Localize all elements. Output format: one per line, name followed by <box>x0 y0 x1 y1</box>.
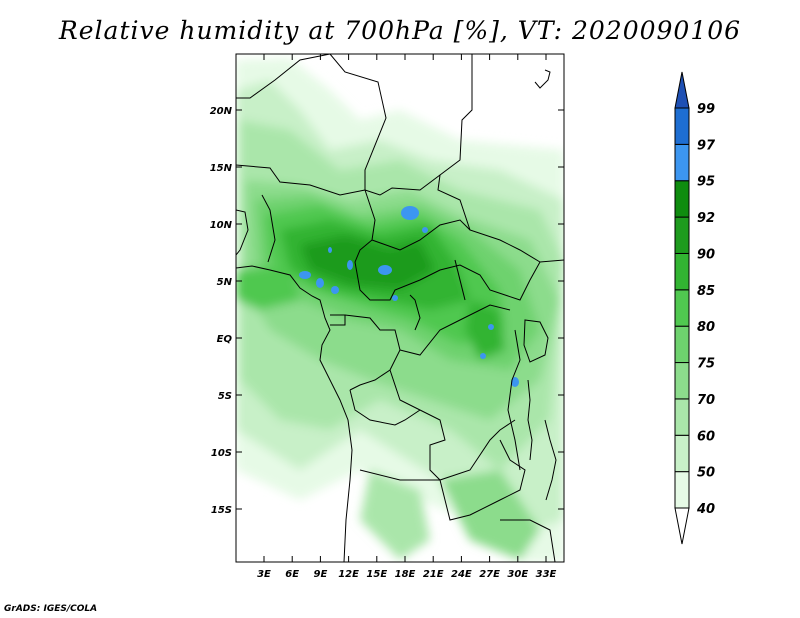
colorbar-label: 60 <box>697 429 715 444</box>
chart-title: Relative humidity at 700hPa [%], VT: 202… <box>58 16 742 45</box>
colorbar-label: 70 <box>697 393 715 408</box>
lat-tick-label: 10N <box>210 220 233 231</box>
colorbar-label: 99 <box>697 102 715 117</box>
colorbar-segment <box>674 362 690 400</box>
latitude-axis: 20N 15N 10N 5N EQ 5S 10S 15S <box>210 106 564 516</box>
colorbar-label: 50 <box>697 466 715 481</box>
colorbar: 40 50 60 70 75 80 85 90 92 95 97 99 <box>674 71 716 545</box>
colorbar-segment <box>674 180 690 218</box>
coastlines-and-borders <box>236 54 564 562</box>
lon-tick-label: 18E <box>395 569 416 580</box>
lon-tick-label: 3E <box>257 569 271 580</box>
lat-tick-label: 20N <box>210 106 233 117</box>
colorbar-label: 80 <box>697 320 715 335</box>
lon-tick-label: 24E <box>451 569 472 580</box>
humidity-field <box>236 54 564 562</box>
colorbar-label: 75 <box>697 357 715 372</box>
colorbar-segment <box>674 143 690 182</box>
lon-tick-label: 30E <box>507 569 528 580</box>
lon-tick-label: 21E <box>423 569 444 580</box>
colorbar-segment <box>674 471 690 509</box>
colorbar-upper-extension <box>674 71 690 109</box>
colorbar-segment <box>674 398 690 436</box>
lon-tick-label: 33E <box>536 569 557 580</box>
colorbar-segment <box>674 289 690 327</box>
longitude-axis: 3E 6E 9E 12E 15E 18E 21E 24E 27E 30E 33E <box>257 54 557 580</box>
lon-tick-label: 27E <box>479 569 500 580</box>
colorbar-label: 95 <box>697 175 715 190</box>
lon-tick-label: 6E <box>285 569 299 580</box>
lon-tick-label: 9E <box>314 569 328 580</box>
grads-credit: GrADS: IGES/COLA <box>4 604 98 614</box>
colorbar-label: 85 <box>697 284 715 299</box>
colorbar-segment <box>674 216 690 254</box>
colorbar-label: 97 <box>697 138 716 153</box>
lat-tick-label: 5N <box>217 277 233 288</box>
colorbar-label: 90 <box>697 247 715 262</box>
colorbar-segment <box>674 107 690 145</box>
colorbar-segment <box>674 325 690 364</box>
lat-tick-label: EQ <box>217 334 233 345</box>
lon-tick-label: 15E <box>366 569 387 580</box>
colorbar-segment <box>674 434 690 473</box>
lon-tick-label: 12E <box>338 569 359 580</box>
lat-tick-label: 15N <box>210 163 233 174</box>
colorbar-label: 40 <box>696 502 715 517</box>
lat-tick-label: 5S <box>218 391 232 402</box>
map-frame <box>235 53 565 563</box>
lat-tick-label: 15S <box>211 505 232 516</box>
colorbar-lower-extension <box>674 507 690 545</box>
colorbar-label: 92 <box>697 211 715 226</box>
lat-tick-label: 10S <box>211 448 232 459</box>
colorbar-segment <box>674 252 690 291</box>
